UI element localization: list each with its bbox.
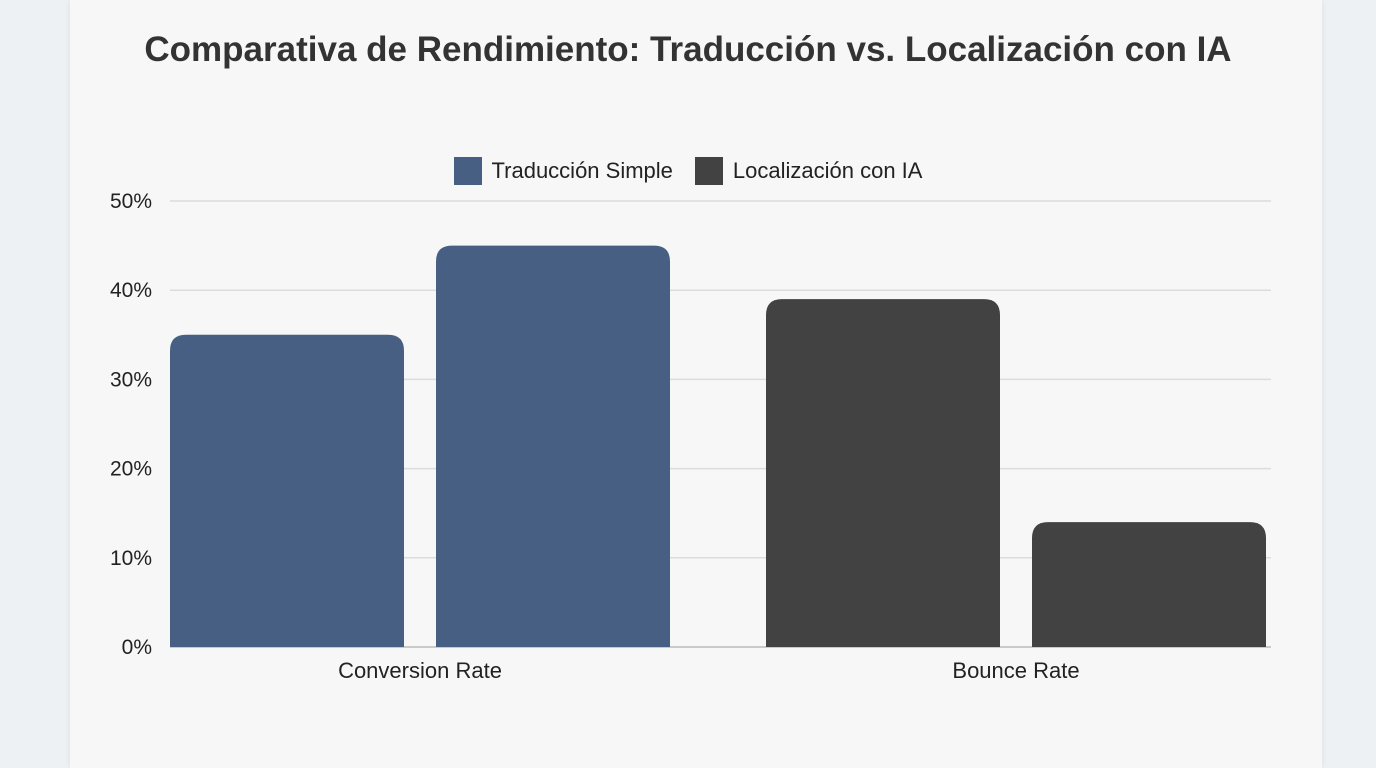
legend-swatch bbox=[453, 157, 482, 185]
y-tick-label: 40% bbox=[110, 279, 152, 302]
x-tick-label: Bounce Rate bbox=[952, 658, 1079, 683]
legend-swatch bbox=[694, 157, 723, 185]
legend-item-traduccion[interactable]: Traducción Simple bbox=[453, 157, 673, 185]
bar bbox=[436, 245, 670, 647]
bar bbox=[1032, 522, 1266, 647]
legend-item-localizacion[interactable]: Localización con IA bbox=[694, 157, 923, 185]
y-tick-label: 30% bbox=[110, 368, 152, 391]
x-tick-label: Conversion Rate bbox=[338, 658, 502, 683]
legend: Traducción Simple Localización con IA bbox=[0, 157, 1376, 185]
y-tick-label: 0% bbox=[122, 636, 152, 659]
chart-title: Comparativa de Rendimiento: Traducción v… bbox=[144, 30, 1232, 69]
bar bbox=[766, 299, 1000, 647]
y-tick-label: 50% bbox=[110, 190, 152, 213]
y-tick-label: 10% bbox=[110, 547, 152, 570]
y-tick-label: 20% bbox=[110, 458, 152, 481]
legend-label: Traducción Simple bbox=[491, 158, 673, 183]
bar bbox=[170, 334, 404, 647]
legend-label: Localización con IA bbox=[732, 158, 923, 183]
